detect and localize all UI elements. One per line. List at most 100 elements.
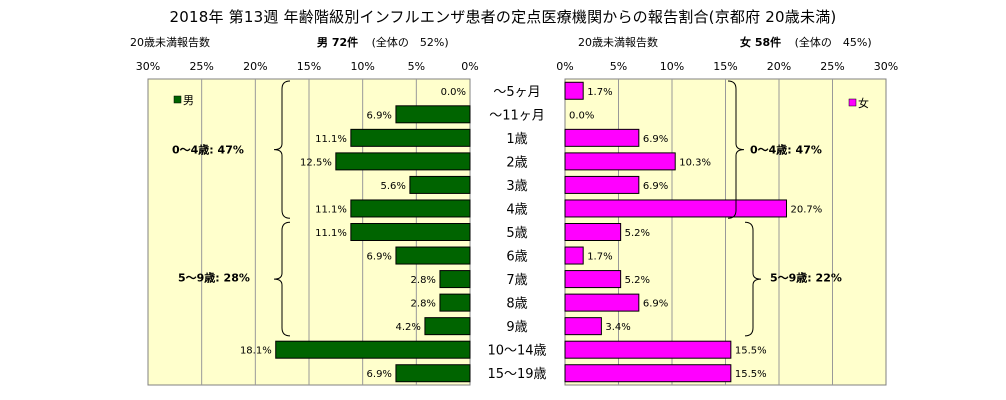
female-x-tick: 20% xyxy=(767,60,791,73)
male-bar xyxy=(395,364,471,383)
male-data-label: 11.1% xyxy=(315,228,347,239)
female-x-tick: 30% xyxy=(874,60,898,73)
male-x-tick: 15% xyxy=(297,60,321,73)
chart-title: 2018年 第13週 年齢階級別インフルエンザ患者の定点医療機関からの報告割合(… xyxy=(169,8,837,26)
male-bar xyxy=(439,293,471,312)
male-x-tick: 0% xyxy=(461,60,478,73)
female-bar xyxy=(564,364,732,383)
female-data-label: 6.9% xyxy=(643,299,668,310)
female-data-label: 10.3% xyxy=(679,157,711,168)
female-0-4-brace xyxy=(727,80,745,219)
female-count-label: 女 58件 xyxy=(740,36,782,49)
male-bar xyxy=(409,175,471,194)
male-data-label: 12.5% xyxy=(300,157,332,168)
male-bar xyxy=(439,270,471,289)
female-5-9-brace xyxy=(744,221,762,337)
female-bar xyxy=(564,152,676,171)
male-bar xyxy=(395,105,471,124)
female-bar xyxy=(564,128,640,147)
male-5-9-annotation: 5～9歳: 28% xyxy=(178,270,250,284)
category-label: 3歳 xyxy=(506,179,527,194)
female-data-label: 5.2% xyxy=(625,228,650,239)
male-count-label: 男 72件 xyxy=(317,36,359,49)
female-0-4-annotation: 0～4歳: 47% xyxy=(750,143,822,157)
category-label: 8歳 xyxy=(506,297,527,312)
male-data-label: 6.9% xyxy=(367,110,392,121)
female-bar xyxy=(564,81,584,100)
male-data-label: 6.9% xyxy=(367,369,392,380)
male-bar xyxy=(275,340,471,359)
female-data-label: 1.7% xyxy=(587,252,612,263)
female-share: (全体の 45%) xyxy=(794,36,872,49)
female-bar xyxy=(564,340,732,359)
male-bar xyxy=(424,317,471,336)
male-x-tick: 30% xyxy=(136,60,160,73)
female-bar xyxy=(564,270,622,289)
female-data-label: 6.9% xyxy=(643,181,668,192)
male-data-label: 18.1% xyxy=(240,346,272,357)
male-bar xyxy=(350,199,471,218)
male-legend-swatch xyxy=(173,95,182,104)
female-x-tick: 5% xyxy=(610,60,627,73)
female-legend-swatch xyxy=(848,98,857,107)
category-label: ～5ヶ月 xyxy=(493,85,540,100)
male-data-label: 11.1% xyxy=(315,134,347,145)
female-summary: 女 58件 (全体の 45%) xyxy=(740,34,872,50)
male-5-9-brace xyxy=(273,221,291,337)
male-share: (全体の 52%) xyxy=(371,36,449,49)
category-label: 2歳 xyxy=(506,155,527,170)
female-data-label: 20.7% xyxy=(790,204,822,215)
category-label: 9歳 xyxy=(506,320,527,335)
right-caption: 20歳未満報告数 xyxy=(578,36,658,49)
female-data-label: 1.7% xyxy=(587,87,612,98)
female-data-label: 15.5% xyxy=(735,346,767,357)
male-x-tick: 5% xyxy=(408,60,425,73)
female-data-label: 5.2% xyxy=(625,275,650,286)
female-bar xyxy=(564,293,640,312)
male-x-tick: 10% xyxy=(350,60,374,73)
category-label: 1歳 xyxy=(506,132,527,147)
male-summary: 男 72件 (全体の 52%) xyxy=(317,34,449,50)
male-0-4-brace xyxy=(273,80,291,219)
male-legend-label: 男 xyxy=(183,94,194,107)
male-bar xyxy=(350,128,471,147)
female-data-label: 0.0% xyxy=(569,110,594,121)
male-0-4-annotation: 0～4歳: 47% xyxy=(172,143,244,157)
male-data-label: 2.8% xyxy=(411,299,436,310)
female-bar xyxy=(564,246,584,265)
male-data-label: 2.8% xyxy=(411,275,436,286)
male-data-label: 11.1% xyxy=(315,204,347,215)
female-bar xyxy=(564,317,602,336)
category-label: 4歳 xyxy=(506,202,527,217)
male-x-tick: 25% xyxy=(189,60,213,73)
male-bar xyxy=(335,152,471,171)
male-x-tick: 20% xyxy=(243,60,267,73)
female-bar xyxy=(564,175,640,194)
category-label: 10～14歳 xyxy=(487,344,546,359)
female-bar xyxy=(564,223,622,241)
category-label: 7歳 xyxy=(506,273,527,288)
female-5-9-annotation: 5～9歳: 22% xyxy=(770,270,842,284)
female-bar xyxy=(564,199,787,218)
left-caption: 20歳未満報告数 xyxy=(130,36,210,49)
female-data-label: 15.5% xyxy=(735,369,767,380)
male-data-label: 6.9% xyxy=(367,252,392,263)
female-legend-label: 女 xyxy=(858,96,869,110)
category-label: 6歳 xyxy=(506,250,527,265)
male-data-label: 5.6% xyxy=(380,181,405,192)
male-data-label: 4.2% xyxy=(396,322,421,333)
category-label: ～11ヶ月 xyxy=(489,108,545,123)
female-data-label: 3.4% xyxy=(605,322,630,333)
female-x-tick: 25% xyxy=(820,60,844,73)
female-data-label: 6.9% xyxy=(643,134,668,145)
category-label: 5歳 xyxy=(506,226,527,241)
female-x-tick: 15% xyxy=(713,60,737,73)
female-x-tick: 10% xyxy=(660,60,684,73)
female-x-tick: 0% xyxy=(556,60,573,73)
male-bar xyxy=(350,223,471,241)
category-label: 15～19歳 xyxy=(487,367,546,382)
male-bar xyxy=(395,246,471,265)
male-data-label: 0.0% xyxy=(441,87,466,98)
